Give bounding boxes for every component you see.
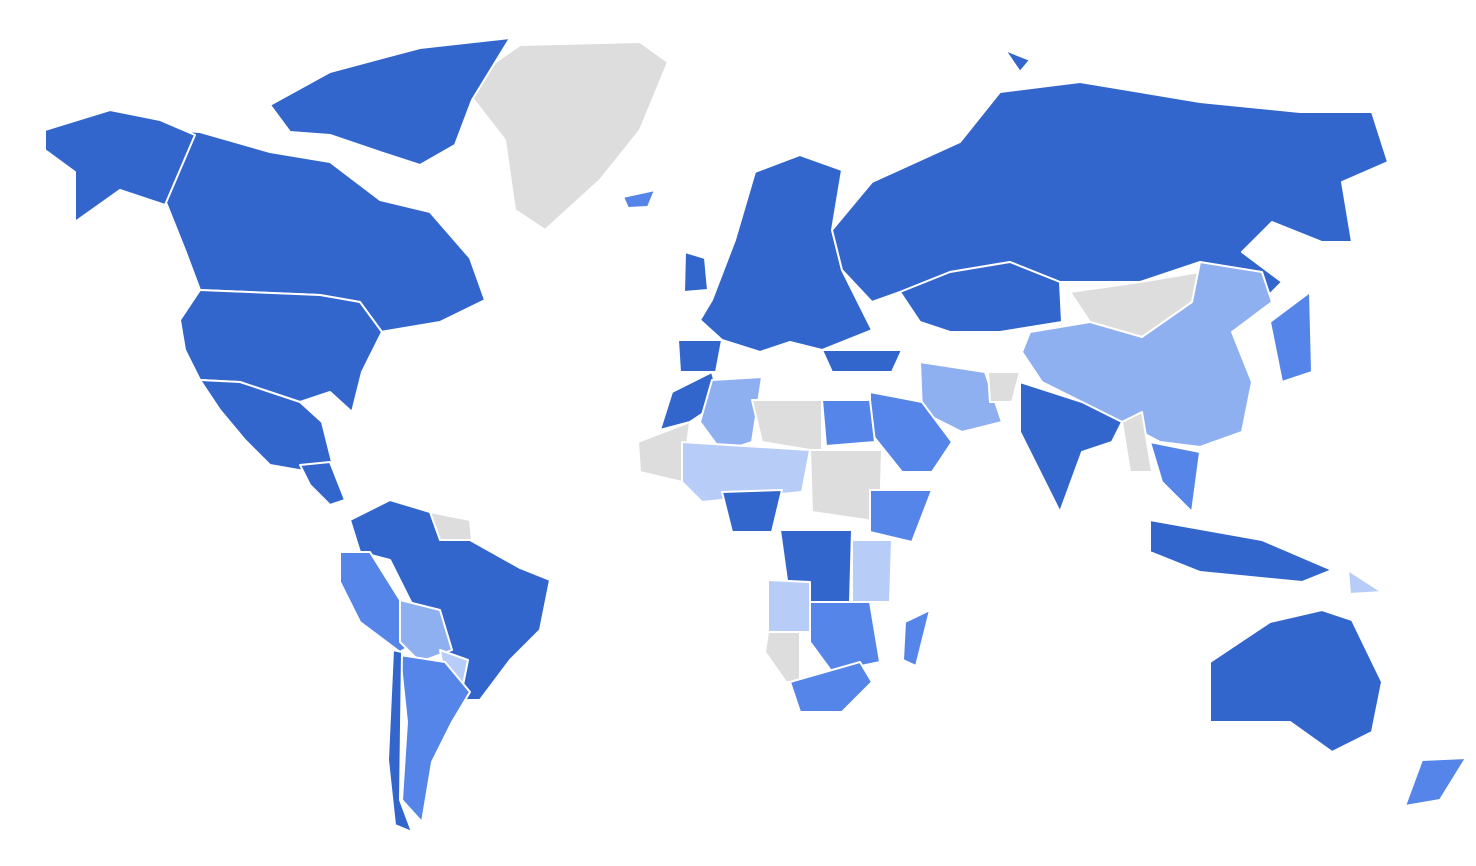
- region-uk[interactable]: [683, 251, 709, 293]
- region-iceland[interactable]: [622, 189, 656, 209]
- region-indonesia[interactable]: [1149, 519, 1333, 583]
- region-japan[interactable]: [1269, 291, 1313, 383]
- region-argentina[interactable]: [399, 654, 471, 823]
- region-namibia[interactable]: [764, 631, 801, 683]
- region-libya[interactable]: [751, 399, 823, 453]
- region-egypt[interactable]: [821, 399, 876, 447]
- region-madagascar[interactable]: [902, 609, 931, 667]
- region-indochina[interactable]: [1149, 441, 1201, 513]
- region-nigeria[interactable]: [721, 489, 783, 533]
- region-angola[interactable]: [767, 579, 811, 633]
- region-papua[interactable]: [1347, 569, 1383, 595]
- region-afghanistan[interactable]: [987, 371, 1021, 403]
- region-south-africa[interactable]: [789, 661, 873, 713]
- region-turkey[interactable]: [821, 349, 903, 373]
- region-canada[interactable]: [164, 129, 486, 333]
- region-mexico[interactable]: [199, 379, 333, 473]
- region-chile[interactable]: [387, 649, 413, 833]
- region-australia[interactable]: [1209, 609, 1383, 753]
- region-myanmar[interactable]: [1121, 411, 1153, 473]
- region-arctic-islands[interactable]: [269, 37, 511, 166]
- region-bolivia[interactable]: [399, 599, 453, 663]
- region-russia[interactable]: [831, 81, 1389, 303]
- region-india[interactable]: [1019, 381, 1123, 513]
- region-algeria[interactable]: [699, 376, 763, 453]
- region-new-zealand[interactable]: [1404, 757, 1467, 807]
- region-guianas[interactable]: [429, 511, 473, 541]
- region-southeast-africa[interactable]: [809, 601, 881, 673]
- region-kazakhstan[interactable]: [899, 261, 1063, 333]
- region-alaska[interactable]: [44, 109, 196, 223]
- region-spain[interactable]: [677, 339, 723, 373]
- region-greenland[interactable]: [469, 41, 669, 231]
- region-east-africa[interactable]: [851, 539, 893, 603]
- region-china[interactable]: [1021, 261, 1273, 448]
- region-europe[interactable]: [699, 154, 873, 353]
- region-ethiopia[interactable]: [869, 489, 933, 543]
- region-central-america[interactable]: [299, 461, 346, 506]
- region-svalbard[interactable]: [1004, 49, 1031, 73]
